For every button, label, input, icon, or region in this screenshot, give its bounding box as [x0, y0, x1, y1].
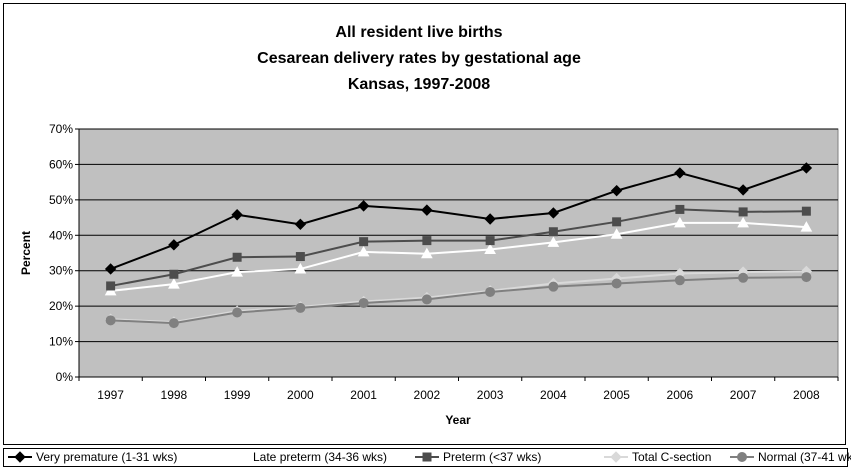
series-layer [104, 162, 813, 329]
y-axis: 0% 10% 20% 30% 40% 50% 60% 70% [49, 122, 80, 384]
x-tick-label: 2007 [730, 388, 757, 402]
data-point [800, 162, 813, 174]
data-point [610, 184, 623, 197]
data-point [294, 262, 307, 274]
data-point [168, 318, 179, 329]
chart-title-line-2: Cesarean delivery rates by gestational a… [257, 50, 581, 67]
series-line [110, 270, 807, 324]
data-point [547, 207, 560, 219]
series-2 [104, 216, 813, 296]
data-point [231, 209, 243, 221]
data-point [737, 184, 749, 196]
x-tick-label: 2006 [667, 388, 694, 402]
data-point [675, 204, 685, 214]
chart-title-line-1: All resident live births [335, 24, 502, 41]
data-point [295, 252, 305, 262]
series-line [110, 221, 807, 292]
x-tick-label: 2000 [287, 388, 314, 402]
y-tick-label: 0% [56, 370, 74, 384]
data-point [105, 315, 116, 326]
data-point [484, 213, 496, 225]
data-point [485, 236, 495, 246]
chart-title-line-3: Kansas, 1997-2008 [348, 76, 490, 93]
data-point [294, 218, 307, 231]
data-point [674, 216, 686, 228]
plot-area [78, 128, 839, 378]
y-tick-label: 10% [49, 335, 73, 349]
data-point [612, 217, 622, 227]
data-point [737, 216, 749, 228]
data-point [738, 272, 749, 283]
x-tick-label: 2005 [603, 388, 630, 402]
data-point [610, 228, 623, 239]
x-tick-label: 2001 [350, 388, 377, 402]
data-point [358, 297, 369, 308]
data-point [232, 307, 243, 318]
data-point [232, 252, 242, 262]
data-point [421, 204, 433, 216]
data-point [611, 278, 622, 289]
y-tick-label: 60% [49, 157, 73, 171]
data-point [359, 237, 369, 247]
x-tick-label: 1999 [224, 388, 251, 402]
data-point [106, 281, 116, 291]
data-point [422, 236, 432, 246]
series-5 [105, 272, 812, 329]
gridlines [79, 128, 838, 343]
data-point [547, 236, 560, 247]
y-tick-label: 30% [49, 264, 73, 278]
data-point [548, 227, 558, 237]
y-tick-label: 40% [49, 228, 73, 242]
data-point [674, 167, 686, 179]
data-point [168, 278, 180, 289]
data-point [801, 272, 812, 283]
data-point [801, 206, 811, 216]
series-line [110, 276, 807, 325]
data-point [168, 239, 180, 251]
data-point [295, 302, 306, 313]
data-point [484, 243, 496, 254]
data-point [104, 263, 117, 275]
y-axis-label: Percent [19, 231, 33, 275]
y-tick-label: 50% [49, 193, 73, 207]
x-tick-label: 2008 [793, 388, 820, 402]
series-1 [104, 162, 813, 275]
x-tick-label: 2002 [414, 388, 441, 402]
x-tick-label: 2003 [477, 388, 504, 402]
x-axis-label: Year [445, 413, 471, 427]
data-point [674, 275, 685, 286]
data-point [231, 266, 243, 277]
data-point [485, 286, 496, 297]
data-point [357, 200, 370, 212]
data-point [421, 294, 432, 305]
data-point [421, 247, 433, 259]
series-line [110, 167, 807, 270]
data-point [548, 281, 559, 292]
data-point [169, 269, 179, 279]
data-point [738, 207, 748, 217]
data-point [357, 245, 370, 257]
legend [3, 448, 848, 467]
series-line [110, 208, 807, 287]
x-tick-label: 1998 [161, 388, 188, 402]
x-tick-label: 2004 [540, 388, 567, 402]
x-axis: 1997 1998 1999 2000 2001 2002 2003 2004 2005 2006… [78, 376, 839, 402]
data-point [800, 221, 813, 232]
chart-title: All resident live births Cesarean delive… [257, 24, 581, 93]
y-tick-label: 20% [49, 299, 73, 313]
x-tick-label: 1997 [97, 388, 124, 402]
y-tick-label: 70% [49, 122, 73, 136]
series-3 [106, 204, 811, 291]
